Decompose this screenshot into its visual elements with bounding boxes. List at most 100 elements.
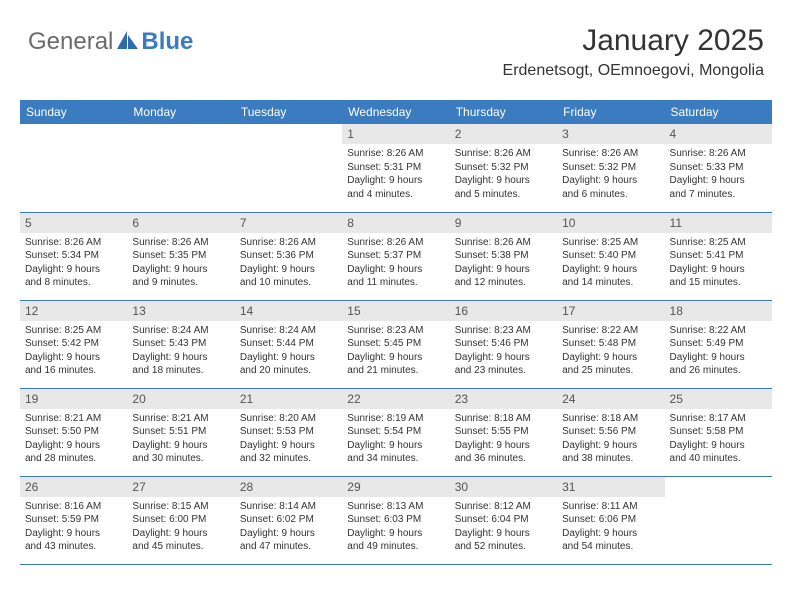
day-cell: 10Sunrise: 8:25 AMSunset: 5:40 PMDayligh… — [557, 212, 664, 300]
day-cell: 31Sunrise: 8:11 AMSunset: 6:06 PMDayligh… — [557, 476, 664, 564]
day-info-line: Sunset: 5:33 PM — [670, 161, 767, 175]
day-header: Saturday — [665, 100, 772, 124]
day-info-line: Sunrise: 8:26 AM — [347, 147, 444, 161]
day-info-line: Sunrise: 8:26 AM — [562, 147, 659, 161]
day-cell: 15Sunrise: 8:23 AMSunset: 5:45 PMDayligh… — [342, 300, 449, 388]
day-info-line: Daylight: 9 hours — [562, 527, 659, 541]
day-cell: 16Sunrise: 8:23 AMSunset: 5:46 PMDayligh… — [450, 300, 557, 388]
day-info-line: Daylight: 9 hours — [670, 351, 767, 365]
day-info-line: and 25 minutes. — [562, 364, 659, 378]
day-info-line: Sunset: 5:53 PM — [240, 425, 337, 439]
day-info-line: and 30 minutes. — [132, 452, 229, 466]
day-info-line: Sunrise: 8:22 AM — [670, 324, 767, 338]
day-info-line: Sunset: 5:51 PM — [132, 425, 229, 439]
day-info-line: and 21 minutes. — [347, 364, 444, 378]
day-cell: 23Sunrise: 8:18 AMSunset: 5:55 PMDayligh… — [450, 388, 557, 476]
day-info-line: Sunset: 5:36 PM — [240, 249, 337, 263]
day-number: 29 — [342, 477, 449, 497]
day-header: Thursday — [450, 100, 557, 124]
day-info-line: and 20 minutes. — [240, 364, 337, 378]
day-info-line: Sunset: 5:32 PM — [455, 161, 552, 175]
day-info-line: and 43 minutes. — [25, 540, 122, 554]
day-info-line: Daylight: 9 hours — [132, 351, 229, 365]
day-info-line: Sunrise: 8:20 AM — [240, 412, 337, 426]
calendar-header-row: SundayMondayTuesdayWednesdayThursdayFrid… — [20, 100, 772, 124]
day-info-line: Sunrise: 8:17 AM — [670, 412, 767, 426]
day-cell: 14Sunrise: 8:24 AMSunset: 5:44 PMDayligh… — [235, 300, 342, 388]
day-number: 14 — [235, 301, 342, 321]
day-number: 1 — [342, 124, 449, 144]
day-info-line: Sunrise: 8:26 AM — [25, 236, 122, 250]
day-info-line: Sunrise: 8:26 AM — [132, 236, 229, 250]
day-info-line: Sunrise: 8:18 AM — [455, 412, 552, 426]
day-info-line: and 54 minutes. — [562, 540, 659, 554]
day-info-line: Daylight: 9 hours — [670, 439, 767, 453]
day-number: 25 — [665, 389, 772, 409]
day-info-line: and 8 minutes. — [25, 276, 122, 290]
day-info-line: Daylight: 9 hours — [25, 263, 122, 277]
day-info-line: Daylight: 9 hours — [347, 263, 444, 277]
day-cell: 20Sunrise: 8:21 AMSunset: 5:51 PMDayligh… — [127, 388, 234, 476]
logo-text-blue: Blue — [141, 28, 193, 56]
day-number: 30 — [450, 477, 557, 497]
day-cell: 1Sunrise: 8:26 AMSunset: 5:31 PMDaylight… — [342, 124, 449, 212]
day-info-line: and 47 minutes. — [240, 540, 337, 554]
day-info-line: Sunrise: 8:13 AM — [347, 500, 444, 514]
logo-text-general: General — [28, 28, 113, 56]
day-number: 24 — [557, 389, 664, 409]
day-number: 26 — [20, 477, 127, 497]
week-row: 5Sunrise: 8:26 AMSunset: 5:34 PMDaylight… — [20, 212, 772, 300]
day-info-line: Sunrise: 8:19 AM — [347, 412, 444, 426]
day-info-line: Sunrise: 8:12 AM — [455, 500, 552, 514]
day-info-line: Sunrise: 8:25 AM — [670, 236, 767, 250]
day-info-line: Sunrise: 8:26 AM — [240, 236, 337, 250]
day-cell — [127, 124, 234, 212]
day-number: 11 — [665, 213, 772, 233]
day-number: 15 — [342, 301, 449, 321]
day-info-line: Sunset: 5:40 PM — [562, 249, 659, 263]
day-number: 3 — [557, 124, 664, 144]
day-number: 9 — [450, 213, 557, 233]
week-row: 19Sunrise: 8:21 AMSunset: 5:50 PMDayligh… — [20, 388, 772, 476]
day-info-line: Sunrise: 8:26 AM — [455, 147, 552, 161]
day-info-line: Sunset: 5:50 PM — [25, 425, 122, 439]
week-row: 12Sunrise: 8:25 AMSunset: 5:42 PMDayligh… — [20, 300, 772, 388]
day-cell — [665, 476, 772, 564]
day-info-line: and 38 minutes. — [562, 452, 659, 466]
day-info-line: and 11 minutes. — [347, 276, 444, 290]
day-cell: 30Sunrise: 8:12 AMSunset: 6:04 PMDayligh… — [450, 476, 557, 564]
day-number: 22 — [342, 389, 449, 409]
day-info-line: and 23 minutes. — [455, 364, 552, 378]
day-cell — [235, 124, 342, 212]
day-info-line: and 4 minutes. — [347, 188, 444, 202]
day-number: 6 — [127, 213, 234, 233]
day-info-line: Sunset: 5:49 PM — [670, 337, 767, 351]
day-header: Wednesday — [342, 100, 449, 124]
day-header: Sunday — [20, 100, 127, 124]
day-info-line: Daylight: 9 hours — [25, 439, 122, 453]
day-info-line: Sunset: 5:43 PM — [132, 337, 229, 351]
day-cell: 22Sunrise: 8:19 AMSunset: 5:54 PMDayligh… — [342, 388, 449, 476]
day-cell: 27Sunrise: 8:15 AMSunset: 6:00 PMDayligh… — [127, 476, 234, 564]
day-cell: 26Sunrise: 8:16 AMSunset: 5:59 PMDayligh… — [20, 476, 127, 564]
day-info-line: Sunset: 6:03 PM — [347, 513, 444, 527]
day-info-line: Sunset: 5:31 PM — [347, 161, 444, 175]
day-cell: 5Sunrise: 8:26 AMSunset: 5:34 PMDaylight… — [20, 212, 127, 300]
day-info-line: Sunset: 5:37 PM — [347, 249, 444, 263]
week-row: 1Sunrise: 8:26 AMSunset: 5:31 PMDaylight… — [20, 124, 772, 212]
day-info-line: and 7 minutes. — [670, 188, 767, 202]
day-info-line: and 14 minutes. — [562, 276, 659, 290]
day-info-line: Daylight: 9 hours — [562, 351, 659, 365]
day-number: 20 — [127, 389, 234, 409]
day-info-line: Sunrise: 8:26 AM — [347, 236, 444, 250]
day-cell: 11Sunrise: 8:25 AMSunset: 5:41 PMDayligh… — [665, 212, 772, 300]
day-number: 10 — [557, 213, 664, 233]
calendar-table: SundayMondayTuesdayWednesdayThursdayFrid… — [20, 100, 772, 565]
day-info-line: Sunset: 5:42 PM — [25, 337, 122, 351]
day-info-line: Sunrise: 8:21 AM — [25, 412, 122, 426]
day-info-line: Daylight: 9 hours — [132, 439, 229, 453]
day-number: 23 — [450, 389, 557, 409]
day-info-line: Sunset: 5:32 PM — [562, 161, 659, 175]
day-number: 18 — [665, 301, 772, 321]
day-info-line: Sunrise: 8:22 AM — [562, 324, 659, 338]
